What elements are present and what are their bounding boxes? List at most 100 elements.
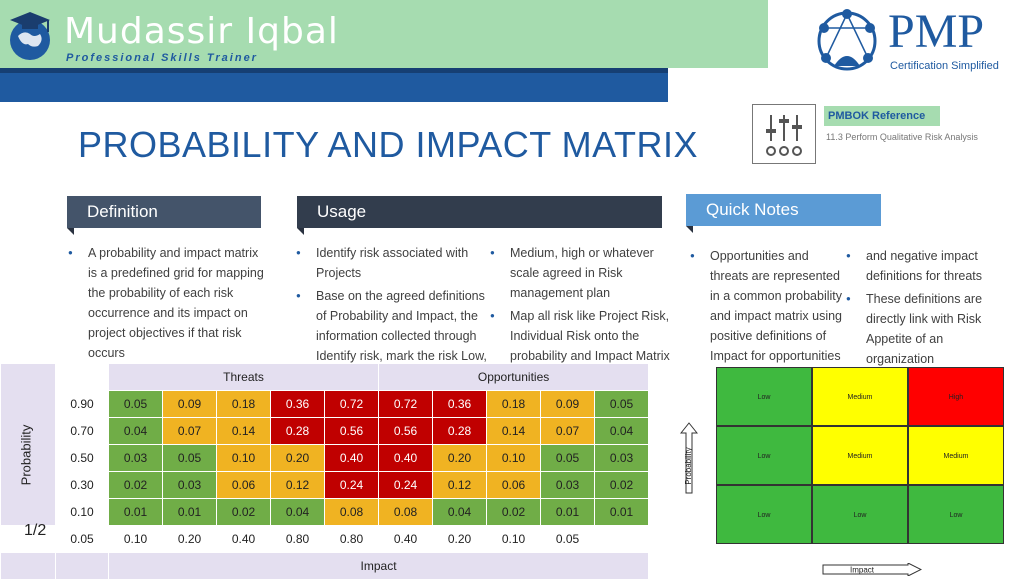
matrix-cell: 0.36 (270, 390, 325, 418)
definition-list: A probability and impact matrix is a pre… (68, 243, 268, 363)
impact-value: 0.10 (486, 525, 542, 553)
pmbok-reference-heading: PMBOK Reference (824, 106, 940, 126)
impact-value: 0.05 (540, 525, 596, 553)
matrix-cell: 0.03 (540, 471, 596, 499)
probability-axis-label: Probability (18, 424, 33, 485)
matrix-cell: 0.24 (323, 471, 380, 499)
matrix-cell: 0.01 (108, 498, 163, 526)
matrix-cell: 0.14 (216, 417, 271, 445)
matrix-cell: 0.07 (540, 417, 596, 445)
matrix-cell: 0.06 (486, 471, 542, 499)
svg-text:Probability: Probability (18, 424, 33, 485)
matrix-cell: 0.04 (270, 498, 325, 526)
header-stripe (0, 68, 668, 102)
impact-arrow: Impact (822, 563, 922, 576)
risk-grid-cell: High (908, 367, 1004, 426)
matrix-cell: 0.14 (486, 417, 542, 445)
matrix-cell: 0.06 (216, 471, 271, 499)
risk-grid-cell: Low (908, 485, 1004, 544)
usage-heading: Usage (297, 196, 662, 235)
matrix-cell: 0.01 (162, 498, 217, 526)
quick-note-bullet: These definitions are directly link with… (846, 289, 998, 369)
probability-value: 0.70 (55, 417, 109, 445)
definition-bullet: A probability and impact matrix is a pre… (68, 243, 268, 363)
impact-value: 0.05 (55, 525, 109, 553)
matrix-cell: 0.56 (323, 417, 380, 445)
risk-grid-cell: Medium (908, 426, 1004, 485)
sliders-icon (752, 104, 816, 164)
brand-tagline: Professional Skills Trainer (66, 52, 258, 64)
matrix-cell: 0.05 (540, 444, 596, 472)
brand-name: Mudassir Iqbal (64, 11, 339, 52)
usage-list-right: Medium, high or whatever scale agreed in… (490, 243, 680, 366)
axis-corner-cell (0, 552, 56, 580)
matrix-cell: 0.08 (378, 498, 434, 526)
network-people-icon (817, 9, 877, 71)
usage-bullet: Base on the agreed definitions of Probab… (296, 286, 492, 366)
definition-heading: Definition (67, 196, 261, 235)
matrix-cell: 0.02 (216, 498, 271, 526)
matrix-cell: 0.05 (108, 390, 163, 418)
graduation-globe-icon (10, 12, 50, 60)
matrix-cell: 0.56 (378, 417, 434, 445)
usage-bullet: Medium, high or whatever scale agreed in… (490, 243, 680, 303)
impact-axis-label: Impact (107, 552, 650, 580)
quick-note-bullet: Opportunities and threats are represente… (690, 246, 848, 366)
matrix-cell: 0.05 (594, 390, 650, 418)
page-title: PROBABILITY AND IMPACT MATRIX (78, 124, 698, 165)
risk-grid-cell: Low (716, 426, 812, 485)
risk-grid-cell: Low (716, 367, 812, 426)
matrix-cell: 0.28 (270, 417, 325, 445)
quick-notes-list-left: Opportunities and threats are represente… (690, 246, 848, 366)
matrix-cell: 0.03 (594, 444, 650, 472)
matrix-cell: 0.04 (594, 417, 650, 445)
matrix-cell: 0.12 (432, 471, 488, 499)
page-number: 1/2 (24, 522, 47, 539)
risk-grid-cell: Low (716, 485, 812, 544)
header-banner (0, 0, 768, 68)
risk-grid-cell: Low (812, 485, 908, 544)
pmbok-reference-subtext: 11.3 Perform Qualitative Risk Analysis (826, 132, 978, 142)
matrix-cell: 0.04 (432, 498, 488, 526)
blank-cell (0, 525, 56, 553)
probability-impact-matrix: Threats Opportunities 0.90 0.05 0.09 0.18 0.… (0, 363, 650, 580)
matrix-cell: 0.05 (162, 444, 217, 472)
matrix-cell: 0.03 (108, 444, 163, 472)
matrix-cell: 0.01 (540, 498, 596, 526)
matrix-cell: 0.02 (108, 471, 163, 499)
risk-grid-cell: Medium (812, 426, 908, 485)
matrix-cell: 0.72 (323, 390, 380, 418)
risk-grid-cell: Medium (812, 367, 908, 426)
threats-header: Threats (107, 363, 380, 391)
matrix-cell: 0.01 (594, 498, 650, 526)
matrix-cell: 0.18 (486, 390, 542, 418)
svg-text:Impact: Impact (850, 566, 875, 575)
matrix-cell: 0.18 (216, 390, 271, 418)
matrix-cell: 0.24 (378, 471, 434, 499)
matrix-cell: 0.02 (486, 498, 542, 526)
usage-list-left: Identify risk associated with Projects B… (296, 243, 492, 366)
risk-level-grid: Low Medium High Low Medium Medium Low Low Low (716, 367, 1005, 545)
matrix-cell: 0.40 (323, 444, 380, 472)
impact-value: 0.40 (378, 525, 434, 553)
usage-bullet: Identify risk associated with Projects (296, 243, 492, 283)
impact-value: 0.80 (270, 525, 325, 553)
quick-notes-list-right: and negative impact definitions for thre… (846, 246, 998, 369)
matrix-cell: 0.04 (108, 417, 163, 445)
pmp-logo-subtitle: Certification Simplified (890, 60, 999, 72)
probability-value: 0.10 (55, 498, 109, 526)
matrix-cell: 0.09 (540, 390, 596, 418)
matrix-cell: 0.72 (378, 390, 434, 418)
pmp-logo-title: PMP (888, 5, 985, 58)
impact-value: 0.20 (432, 525, 488, 553)
matrix-cell: 0.12 (270, 471, 325, 499)
probability-value: 0.50 (55, 444, 109, 472)
probability-value: 0.90 (55, 390, 109, 418)
matrix-cell: 0.20 (432, 444, 488, 472)
impact-value: 0.80 (323, 525, 380, 553)
quick-notes-heading: Quick Notes (686, 194, 881, 233)
axis-corner-cell (55, 552, 109, 580)
quick-note-bullet: and negative impact definitions for thre… (846, 246, 998, 286)
usage-bullet: Map all risk like Project Risk, Individu… (490, 306, 680, 366)
probability-arrow: Probability (680, 422, 698, 494)
